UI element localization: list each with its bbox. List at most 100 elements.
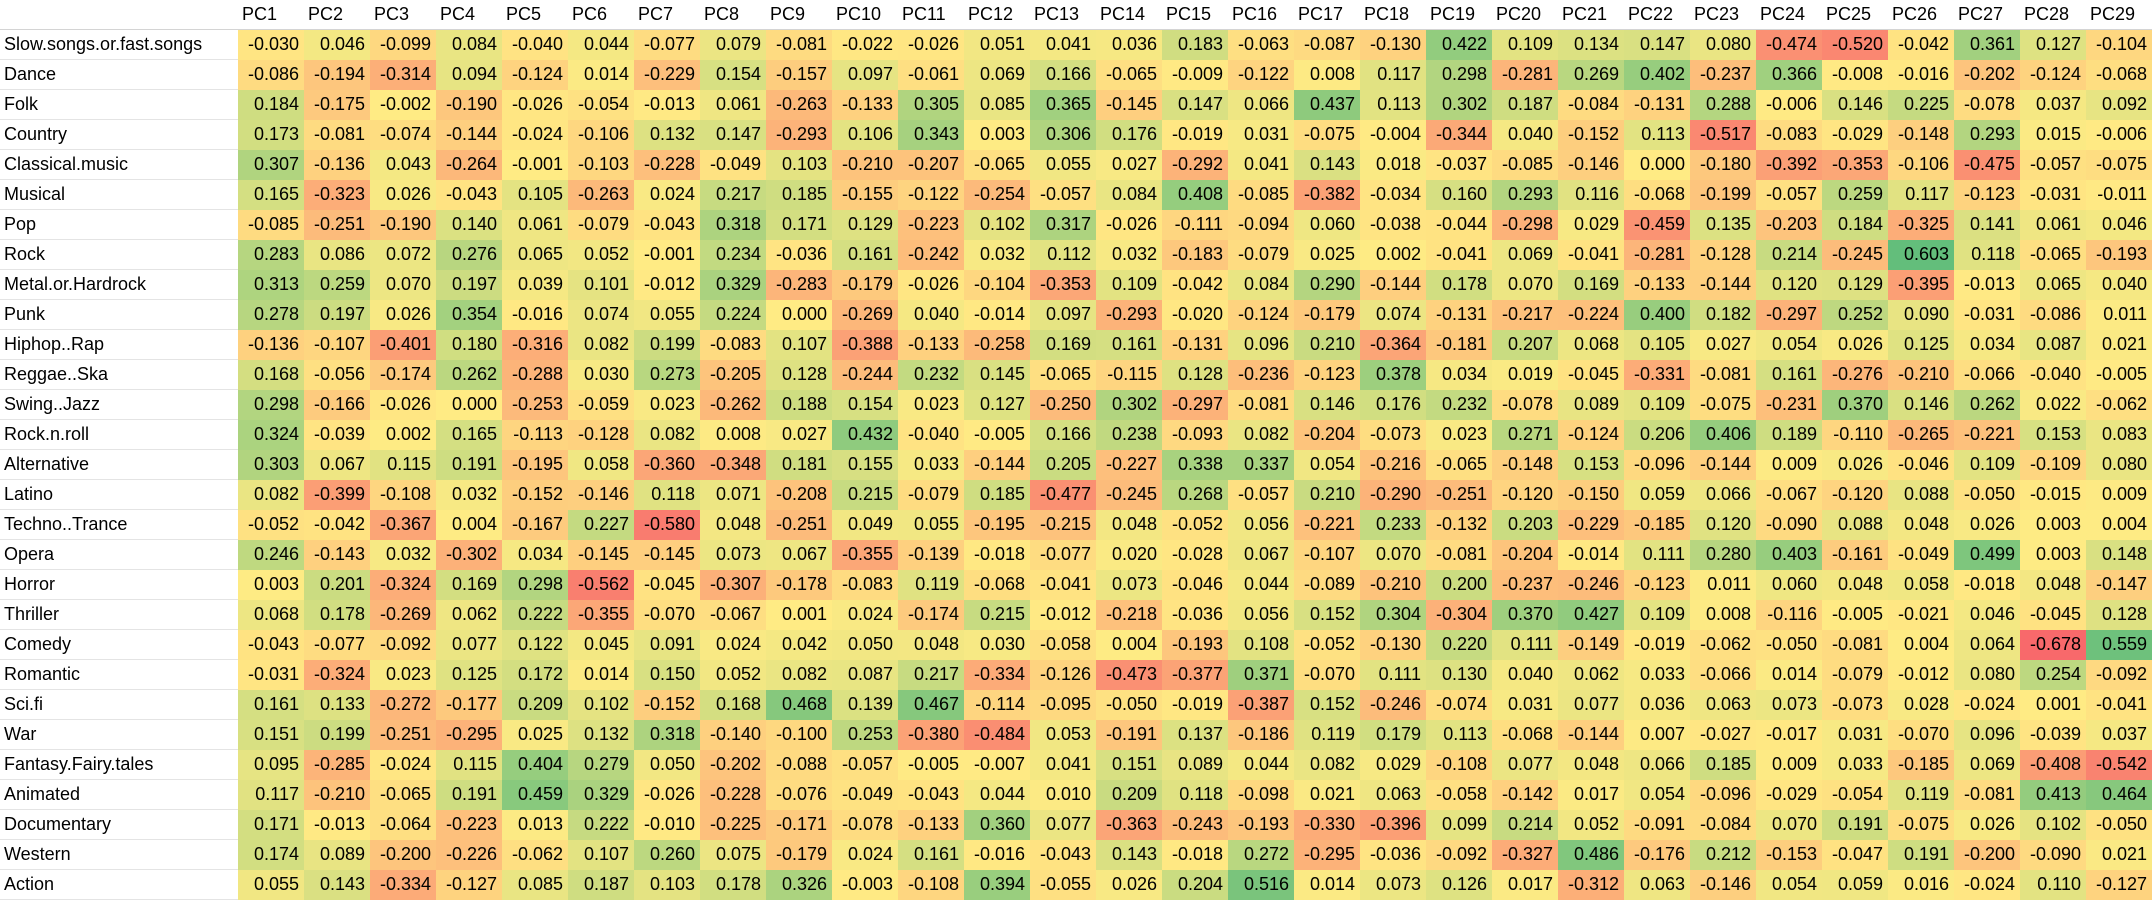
heatmap-cell: 0.160 <box>1426 179 1492 210</box>
heatmap-cell: -0.018 <box>1954 569 2020 600</box>
heatmap-cell: -0.002 <box>370 89 436 120</box>
heatmap-cell: 0.128 <box>2086 599 2152 630</box>
heatmap-cell: -0.049 <box>832 779 898 810</box>
heatmap-cell: -0.285 <box>304 749 370 780</box>
heatmap-cell: -0.264 <box>436 149 502 180</box>
heatmap-cell: -0.152 <box>1558 119 1624 150</box>
heatmap-cell: -0.226 <box>436 839 502 870</box>
heatmap-cell: 0.017 <box>1492 869 1558 900</box>
heatmap-cell: 0.026 <box>1096 869 1162 900</box>
heatmap-cell: 0.343 <box>898 119 964 150</box>
heatmap-cell: 0.225 <box>1888 89 1954 120</box>
heatmap-cell: -0.057 <box>2020 149 2086 180</box>
header-row: PC1 PC2 PC3 PC4 PC5 PC6 PC7 PC8 PC9 PC10 PC11 PC12 P… <box>0 0 2152 30</box>
heatmap-cell: -0.057 <box>1756 179 1822 210</box>
heatmap-cell: -0.012 <box>1030 599 1096 630</box>
heatmap-cell: 0.118 <box>634 479 700 510</box>
heatmap-cell: -0.269 <box>832 299 898 330</box>
row-label: Documentary <box>0 809 238 840</box>
heatmap-cell: -0.006 <box>1756 89 1822 120</box>
heatmap-body: Slow.songs.or.fast.songs -0.030 0.046 -0.09… <box>0 29 2152 900</box>
heatmap-cell: 0.014 <box>568 659 634 690</box>
heatmap-cell: -0.013 <box>1954 269 2020 300</box>
heatmap-cell: 0.169 <box>1558 269 1624 300</box>
heatmap-cell: -0.061 <box>898 59 964 90</box>
heatmap-cell: 0.073 <box>1096 569 1162 600</box>
heatmap-cell: -0.099 <box>370 29 436 60</box>
heatmap-cell: 0.026 <box>1822 329 1888 360</box>
row-label: Rock.n.roll <box>0 419 238 450</box>
heatmap-cell: -0.225 <box>700 809 766 840</box>
heatmap-cell: 0.212 <box>1690 839 1756 870</box>
heatmap-cell: 0.413 <box>2020 779 2086 810</box>
heatmap-cell: -0.081 <box>1822 629 1888 660</box>
heatmap-cell: 0.165 <box>238 179 304 210</box>
heatmap-cell: 0.153 <box>1558 449 1624 480</box>
heatmap-cell: 0.402 <box>1624 59 1690 90</box>
heatmap-cell: 0.201 <box>304 569 370 600</box>
heatmap-cell: -0.133 <box>898 329 964 360</box>
heatmap-cell: -0.074 <box>1426 689 1492 720</box>
heatmap-cell: 0.051 <box>964 29 1030 60</box>
heatmap-cell: -0.203 <box>1756 209 1822 240</box>
heatmap-cell: -0.562 <box>568 569 634 600</box>
heatmap-cell: -0.109 <box>2020 449 2086 480</box>
heatmap-cell: -0.075 <box>2086 149 2152 180</box>
heatmap-cell: 0.140 <box>436 209 502 240</box>
heatmap-cell: 0.161 <box>832 239 898 270</box>
heatmap-cell: -0.070 <box>1888 719 1954 750</box>
heatmap-cell: 0.002 <box>370 419 436 450</box>
heatmap-cell: -0.068 <box>1624 179 1690 210</box>
heatmap-cell: -0.295 <box>1294 839 1360 870</box>
heatmap-cell: -0.050 <box>1954 479 2020 510</box>
heatmap-cell: -0.006 <box>2086 119 2152 150</box>
heatmap-cell: 0.155 <box>832 449 898 480</box>
heatmap-cell: -0.136 <box>238 329 304 360</box>
heatmap-cell: -0.062 <box>502 839 568 870</box>
heatmap-cell: 0.209 <box>1096 779 1162 810</box>
heatmap-cell: 0.082 <box>238 479 304 510</box>
heatmap-cell: 0.013 <box>502 809 568 840</box>
column-header-pc12: PC12 <box>964 0 1030 30</box>
column-header-pc27: PC27 <box>1954 0 2020 30</box>
heatmap-cell: -0.298 <box>1492 209 1558 240</box>
heatmap-cell: -0.236 <box>1228 359 1294 390</box>
heatmap-cell: 0.165 <box>436 419 502 450</box>
heatmap-cell: -0.331 <box>1624 359 1690 390</box>
heatmap-cell: -0.208 <box>766 479 832 510</box>
table-row: Western 0.174 0.089 -0.200 -0.226 -0.062 0.107… <box>0 839 2152 870</box>
heatmap-cell: 0.173 <box>238 119 304 150</box>
heatmap-cell: 0.064 <box>1954 629 2020 660</box>
heatmap-cell: 0.370 <box>1822 389 1888 420</box>
heatmap-cell: -0.334 <box>370 869 436 900</box>
heatmap-cell: -0.043 <box>436 179 502 210</box>
heatmap-cell: 0.172 <box>502 659 568 690</box>
heatmap-cell: -0.242 <box>898 239 964 270</box>
heatmap-cell: 0.233 <box>1360 509 1426 540</box>
heatmap-cell: 0.210 <box>1294 479 1360 510</box>
heatmap-cell: 0.278 <box>238 299 304 330</box>
heatmap-cell: 0.053 <box>1030 719 1096 750</box>
heatmap-cell: -0.128 <box>568 419 634 450</box>
heatmap-cell: 0.288 <box>1690 89 1756 120</box>
column-header-pc9: PC9 <box>766 0 832 30</box>
column-header-pc25: PC25 <box>1822 0 1888 30</box>
row-label: Animated <box>0 779 238 810</box>
heatmap-cell: 0.085 <box>502 869 568 900</box>
heatmap-cell: 0.262 <box>1954 389 2020 420</box>
heatmap-cell: 0.056 <box>1228 509 1294 540</box>
heatmap-cell: -0.396 <box>1360 809 1426 840</box>
heatmap-cell: 0.080 <box>1954 659 2020 690</box>
heatmap-cell: -0.084 <box>1690 809 1756 840</box>
heatmap-cell: 0.107 <box>766 329 832 360</box>
row-label: Comedy <box>0 629 238 660</box>
heatmap-cell: 0.082 <box>1294 749 1360 780</box>
heatmap-cell: 0.021 <box>1294 779 1360 810</box>
heatmap-cell: -0.031 <box>2020 179 2086 210</box>
heatmap-cell: 0.168 <box>238 359 304 390</box>
table-row: Country 0.173 -0.081 -0.074 -0.144 -0.024 -0.1… <box>0 119 2152 150</box>
heatmap-cell: 0.298 <box>1426 59 1492 90</box>
heatmap-cell: -0.040 <box>898 419 964 450</box>
heatmap-cell: 0.189 <box>1756 419 1822 450</box>
heatmap-cell: 0.161 <box>238 689 304 720</box>
